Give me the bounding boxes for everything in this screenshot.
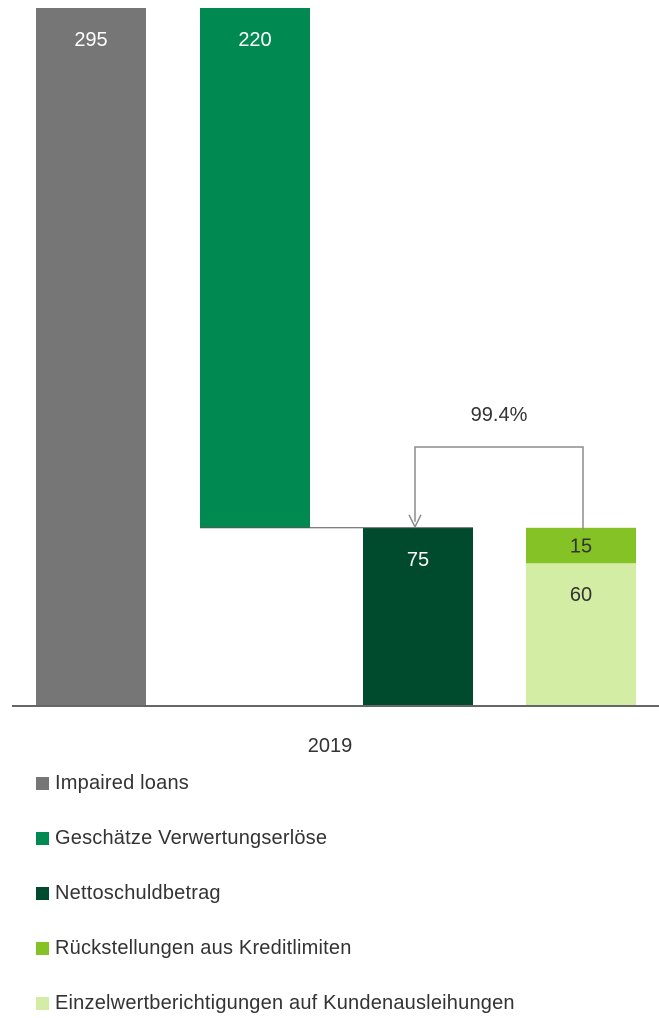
waterfall-chart: 295 220 75 60 15 99.4% 2019 [12, 8, 659, 757]
legend-item-nettoschuldbetrag: Nettoschuldbetrag [36, 878, 515, 908]
bar-segment [526, 563, 636, 705]
bars-layer: 295 220 75 60 15 [36, 8, 636, 705]
annotation-bracket [414, 446, 584, 530]
legend-swatch [36, 886, 49, 900]
bar-segment [526, 527, 636, 564]
bar-segment [36, 8, 146, 705]
data-label: 60 [570, 584, 592, 606]
data-label: 15 [570, 536, 592, 558]
legend-swatch [36, 831, 49, 845]
annotation-arrowhead [408, 514, 422, 529]
legend-swatch [36, 996, 49, 1010]
bar-segment [200, 8, 310, 528]
legend-item-verwertungserloese: Geschätze Verwertungserlöse [36, 823, 515, 853]
legend: Impaired loans Geschätze Verwertungserlö… [36, 768, 515, 1018]
bar-segment [363, 527, 473, 705]
data-label: 295 [74, 29, 107, 51]
legend-label: Einzelwertberichtigungen auf Kundenausle… [55, 991, 515, 1014]
legend-item-einzelwertberichtigungen: Einzelwertberichtigungen auf Kundenausle… [36, 988, 515, 1018]
x-tick-label: 2019 [308, 735, 353, 757]
legend-swatch [36, 776, 49, 790]
legend-label: Nettoschuldbetrag [55, 881, 221, 904]
legend-label: Rückstellungen aus Kreditlimiten [55, 936, 352, 959]
data-label: 75 [407, 549, 429, 571]
connector-layer: 99.4% [200, 404, 584, 530]
legend-item-impaired-loans: Impaired loans [36, 768, 515, 798]
legend-label: Geschätze Verwertungserlöse [55, 826, 328, 849]
legend-item-rueckstellungen: Rückstellungen aus Kreditlimiten [36, 933, 515, 963]
legend-label: Impaired loans [55, 771, 189, 794]
data-label: 220 [238, 29, 271, 51]
annotation-label: 99.4% [471, 404, 528, 426]
legend-swatch [36, 941, 49, 955]
